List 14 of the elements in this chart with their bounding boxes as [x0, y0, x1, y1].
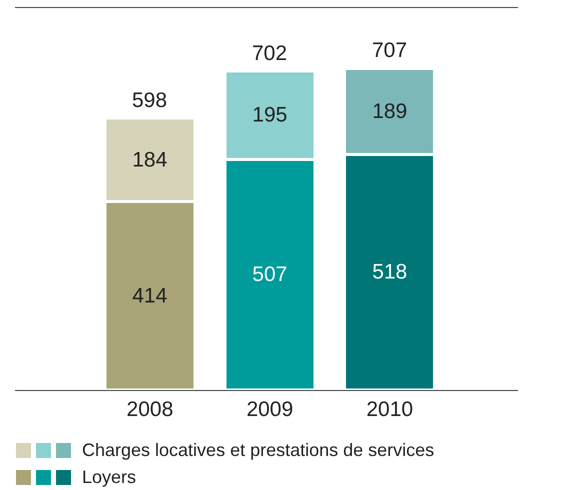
- data-label: 189: [372, 100, 408, 123]
- x-tick-label: 2010: [366, 398, 414, 422]
- x-tick-label: 2009: [246, 398, 294, 422]
- data-label: 414: [132, 284, 168, 308]
- total-label: 702: [252, 42, 288, 65]
- data-label: 184: [132, 148, 168, 172]
- data-label: 518: [372, 260, 408, 284]
- x-tick-label: 2008: [126, 398, 174, 422]
- total-label: 598: [132, 89, 168, 112]
- data-label: 507: [252, 263, 288, 286]
- total-label: 707: [372, 39, 408, 62]
- legend-label: Loyers: [82, 467, 136, 487]
- data-label: 195: [252, 104, 288, 127]
- legend-label: Charges locatives et prestations de services: [82, 440, 434, 460]
